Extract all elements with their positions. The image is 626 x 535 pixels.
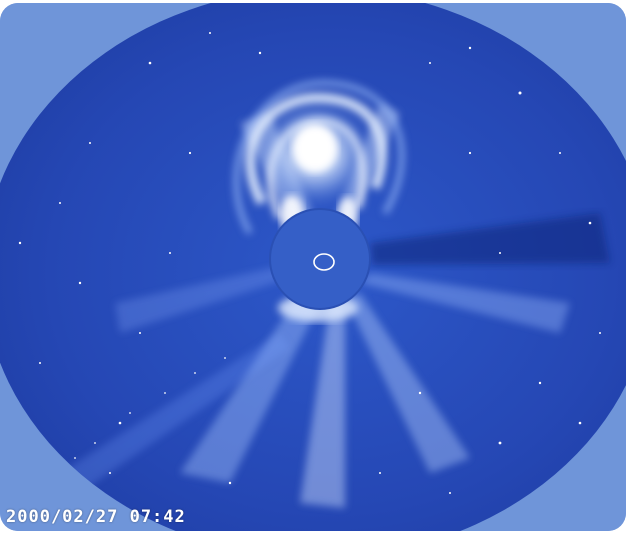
cme-core-highlight bbox=[293, 124, 337, 172]
coronagraph-image: 2000/02/27 07:42 bbox=[0, 3, 626, 531]
comet-streak bbox=[60, 333, 290, 493]
timestamp-label: 2000/02/27 07:42 bbox=[6, 507, 186, 527]
dark-wedge bbox=[370, 213, 610, 265]
occulting-disk bbox=[269, 208, 371, 310]
sun-outline bbox=[313, 253, 335, 271]
coronagraph-view bbox=[0, 3, 626, 531]
